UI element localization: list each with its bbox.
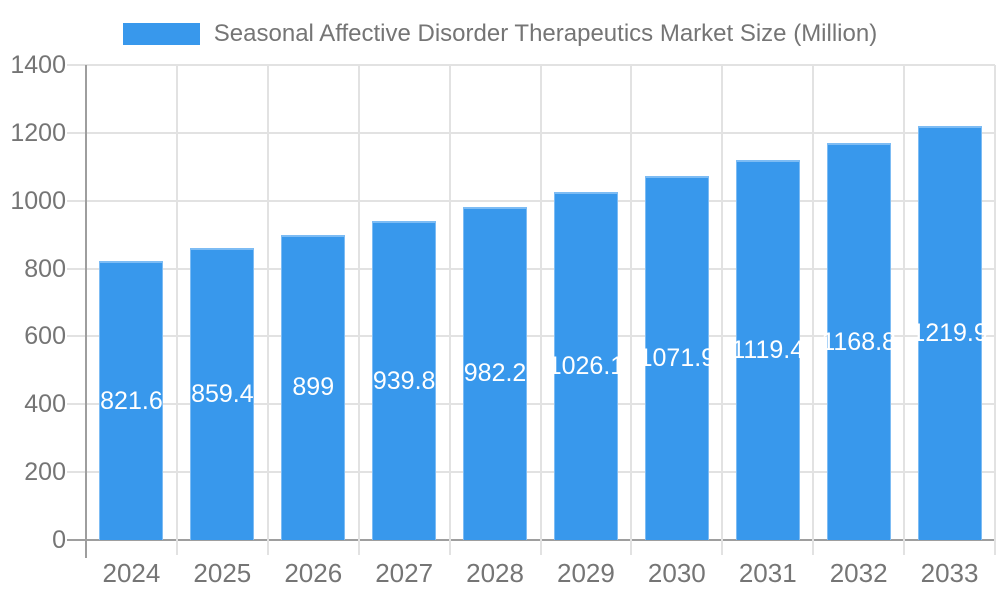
h-gridline <box>67 64 995 66</box>
legend-label: Seasonal Affective Disorder Therapeutics… <box>213 20 878 47</box>
y-axis-tick-label: 800 <box>24 254 66 283</box>
y-axis-tick-label: 600 <box>24 322 66 351</box>
bar[interactable] <box>372 221 437 540</box>
h-gridline <box>67 403 995 406</box>
y-axis-tick-label: 1000 <box>10 186 66 215</box>
y-axis-tick-label: 400 <box>24 390 66 419</box>
x-axis-line <box>67 539 995 541</box>
bar-value-label: 1071.9 <box>638 344 716 373</box>
bar-value-label: 982.2 <box>463 359 527 388</box>
h-gridline <box>67 267 995 270</box>
legend-item[interactable]: Seasonal Affective Disorder Therapeutics… <box>122 20 878 48</box>
h-gridline <box>67 335 995 338</box>
y-axis-tick-label: 1400 <box>10 51 66 79</box>
v-gridline <box>539 65 542 555</box>
bar-value-label: 859.4 <box>191 380 254 409</box>
bar[interactable] <box>463 206 528 540</box>
v-gridline <box>266 65 269 555</box>
bar-value-label: 1219.9 <box>911 319 988 348</box>
bar[interactable] <box>99 261 164 540</box>
bar[interactable] <box>190 248 255 540</box>
bar-value-label: 939.8 <box>372 366 436 395</box>
bar-value-label: 1119.4 <box>731 336 805 365</box>
y-axis-tick-label: 0 <box>52 526 66 554</box>
y-axis-line <box>85 65 87 558</box>
y-axis-tick-label: 200 <box>24 458 66 487</box>
bar-value-label: 821.6 <box>100 386 163 415</box>
h-gridline <box>67 131 995 134</box>
legend: Seasonal Affective Disorder Therapeutics… <box>0 20 1000 48</box>
bar[interactable] <box>281 234 346 540</box>
x-axis-tick-label: 2025 <box>193 558 252 588</box>
bar-value-label: 1168.8 <box>821 327 896 356</box>
v-gridline <box>357 65 360 555</box>
y-axis-tick-label: 1200 <box>10 118 66 147</box>
x-axis-tick-label: 2024 <box>102 558 161 588</box>
bar-value-label: 1026.1 <box>547 351 625 380</box>
v-gridline <box>448 65 451 555</box>
bar[interactable] <box>644 176 709 540</box>
bar[interactable] <box>553 191 618 540</box>
v-gridline <box>903 65 906 555</box>
legend-swatch-icon <box>122 23 200 45</box>
x-axis-tick-label: 2033 <box>920 558 979 588</box>
x-axis-tick-label: 2028 <box>466 558 524 588</box>
plot-area: 0 200 400 600 800 1000 1200 1400 821.6 2024 859.4 2… <box>10 51 996 588</box>
x-axis-tick-label: 2027 <box>375 558 434 588</box>
x-axis-tick-label: 2032 <box>829 558 888 588</box>
bar[interactable] <box>826 143 891 540</box>
bar[interactable] <box>735 160 800 540</box>
bar-value-label: 899 <box>292 373 335 402</box>
v-gridline <box>812 65 815 555</box>
x-axis-tick-label: 2026 <box>284 558 343 588</box>
h-gridline <box>67 471 995 474</box>
h-gridline <box>67 199 995 202</box>
v-gridline <box>721 65 724 555</box>
bar[interactable] <box>917 126 982 540</box>
v-gridline <box>994 65 996 555</box>
x-axis-tick-label: 2030 <box>647 558 706 588</box>
v-gridline <box>175 65 178 555</box>
x-axis-tick-label: 2031 <box>738 558 797 588</box>
x-axis-tick-label: 2029 <box>557 558 615 588</box>
v-gridline <box>630 65 633 555</box>
